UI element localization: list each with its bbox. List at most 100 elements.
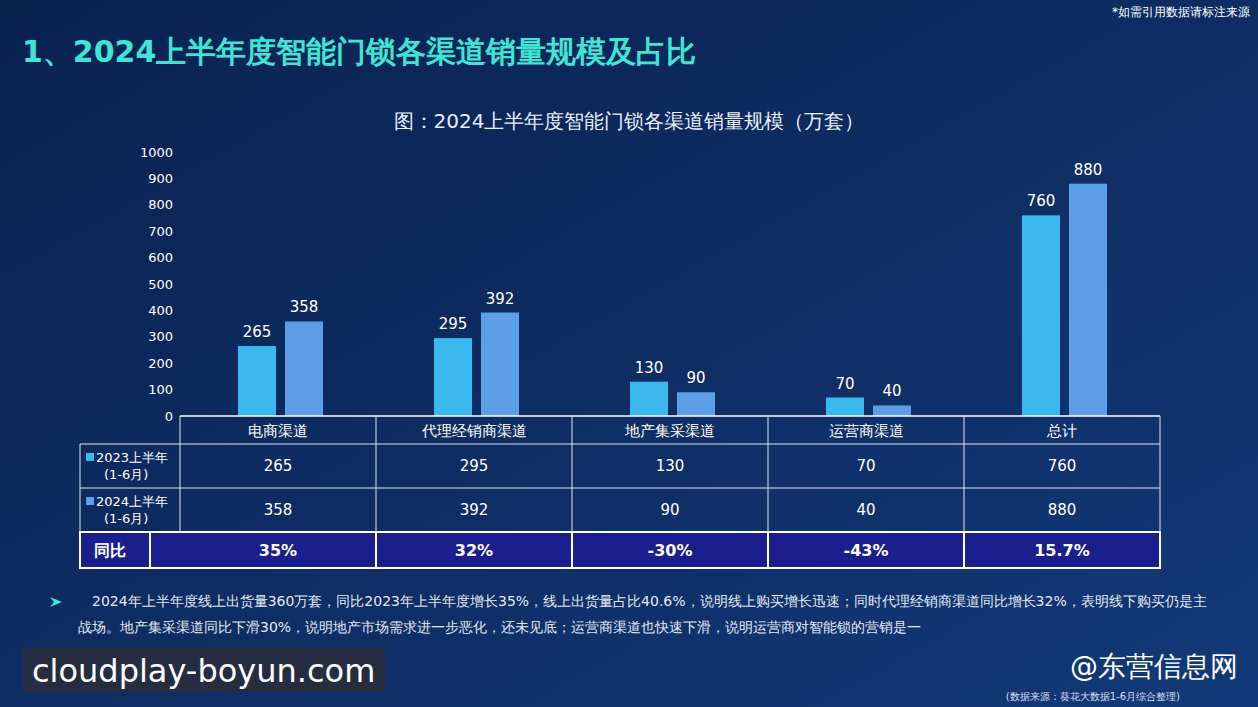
y-tick-label: 600 — [148, 250, 173, 265]
y-tick — [176, 204, 180, 205]
table-value: 880 — [1048, 501, 1077, 519]
data-label: 392 — [486, 290, 515, 308]
table-line — [180, 415, 1160, 417]
table-line — [1160, 416, 1161, 532]
x-tick-label: 代理经销商渠道 — [421, 422, 527, 440]
data-label: 295 — [439, 315, 468, 333]
yoy-value: 32% — [455, 541, 493, 560]
bars — [238, 184, 1107, 416]
yoy-value: -30% — [648, 541, 693, 560]
y-tick-label: 300 — [148, 329, 173, 344]
y-tick-label: 500 — [148, 277, 173, 292]
data-label: 70 — [835, 375, 854, 393]
note: *如需引用数据请标注来源 — [1112, 5, 1250, 19]
y-tick-label: 200 — [148, 356, 173, 371]
data-label: 358 — [290, 298, 319, 316]
table-line — [767, 532, 769, 568]
bar — [1069, 184, 1107, 416]
y-tick-label: 700 — [148, 224, 173, 239]
yoy-value: 15.7% — [1034, 541, 1090, 560]
x-tick-label: 总计 — [1046, 422, 1077, 440]
table-line — [572, 416, 573, 532]
y-tick — [176, 310, 180, 311]
y-tick-label: 800 — [148, 197, 173, 212]
data-table: 电商渠道 代理经销商渠道 地产集采渠道 运营商渠道 总计 2023上半年 (1-6月) 265… — [80, 416, 1160, 568]
y-tick — [176, 231, 180, 232]
table-value: 265 — [264, 457, 293, 475]
bar — [238, 346, 276, 416]
data-label: 760 — [1027, 192, 1056, 210]
table-value: 70 — [856, 457, 875, 475]
data-label: 130 — [635, 359, 664, 377]
brand: @东营信息网 — [1070, 650, 1238, 683]
y-tick — [176, 416, 180, 417]
y-tick — [176, 336, 180, 337]
bar — [873, 405, 911, 416]
bar — [481, 313, 519, 416]
y-tick — [176, 178, 180, 179]
y-tick — [176, 152, 180, 153]
chart-title: 图：2024上半年度智能门锁各渠道销量规模（万套） — [394, 109, 865, 133]
yoy-row — [80, 532, 1160, 568]
data-label: 90 — [686, 369, 705, 387]
watermark-box — [22, 648, 385, 692]
bar — [826, 398, 864, 416]
background — [0, 0, 1258, 707]
table-line — [180, 416, 181, 532]
y-tick-label: 1000 — [140, 145, 173, 160]
legend-label-line: (1-6月) — [104, 511, 148, 526]
bullet — [50, 597, 62, 607]
page: 1、2024上半年度智能门锁各渠道销量规模及占比 *如需引用数据请标注来源图：20… — [0, 0, 1258, 707]
x-tick-label: 运营商渠道 — [829, 422, 904, 440]
table-line — [80, 488, 1160, 489]
table-line — [964, 416, 965, 532]
legend-swatch — [86, 497, 94, 505]
table-value: 40 — [856, 501, 875, 519]
bar — [1022, 215, 1060, 416]
bar — [677, 392, 715, 416]
page-title: 1、2024上半年度智能门锁各渠道销量规模及占比 — [22, 34, 696, 69]
legend-label-line: 2024上半年 — [96, 494, 168, 509]
y-tick — [176, 389, 180, 390]
table-line — [149, 532, 151, 568]
yoy-value: -43% — [844, 541, 889, 560]
bar — [434, 338, 472, 416]
watermark: cloudplay-boyun.com — [32, 652, 375, 690]
data-label: 880 — [1074, 161, 1103, 179]
table-value: 358 — [264, 501, 293, 519]
y-tick-label: 900 — [148, 171, 173, 186]
data-label: 40 — [882, 382, 901, 400]
table-line — [768, 416, 769, 532]
bar — [630, 382, 668, 416]
legend-label: 2023上半年 (1-6月) — [96, 450, 168, 482]
summary: 2024年上半年度线上出货量360万套，同比2023年上半年度增长35%，线上出… — [78, 588, 1218, 640]
y-tick-label: 100 — [148, 382, 173, 397]
y-tick — [176, 363, 180, 364]
legend-label-line: (1-6月) — [104, 467, 148, 482]
y-tick-label: 0 — [165, 409, 173, 424]
legend-label: 2024上半年 (1-6月) — [96, 494, 168, 526]
bar — [285, 321, 323, 416]
yoy-label: 同比 — [94, 541, 126, 560]
legend-label-line: 2023上半年 — [96, 450, 168, 465]
table-line — [571, 532, 573, 568]
table-value: 760 — [1048, 457, 1077, 475]
yoy-value: 35% — [259, 541, 297, 560]
table-value: 392 — [460, 501, 489, 519]
data-label: 265 — [243, 323, 272, 341]
table-line — [963, 532, 965, 568]
table-value: 295 — [460, 457, 489, 475]
y-tick — [176, 284, 180, 285]
table-line — [80, 444, 1160, 445]
table-line — [376, 416, 377, 532]
table-line — [375, 532, 377, 568]
x-tick-label: 电商渠道 — [248, 422, 308, 440]
legend-swatch — [86, 453, 94, 461]
y-tick — [176, 257, 180, 258]
y-tick-label: 400 — [148, 303, 173, 318]
source: (数据来源：葵花大数据1-6月综合整理) — [1006, 691, 1180, 702]
table-line — [80, 444, 81, 532]
x-tick-label: 地产集采渠道 — [624, 422, 715, 440]
table-value: 130 — [656, 457, 685, 475]
table-value: 90 — [660, 501, 679, 519]
